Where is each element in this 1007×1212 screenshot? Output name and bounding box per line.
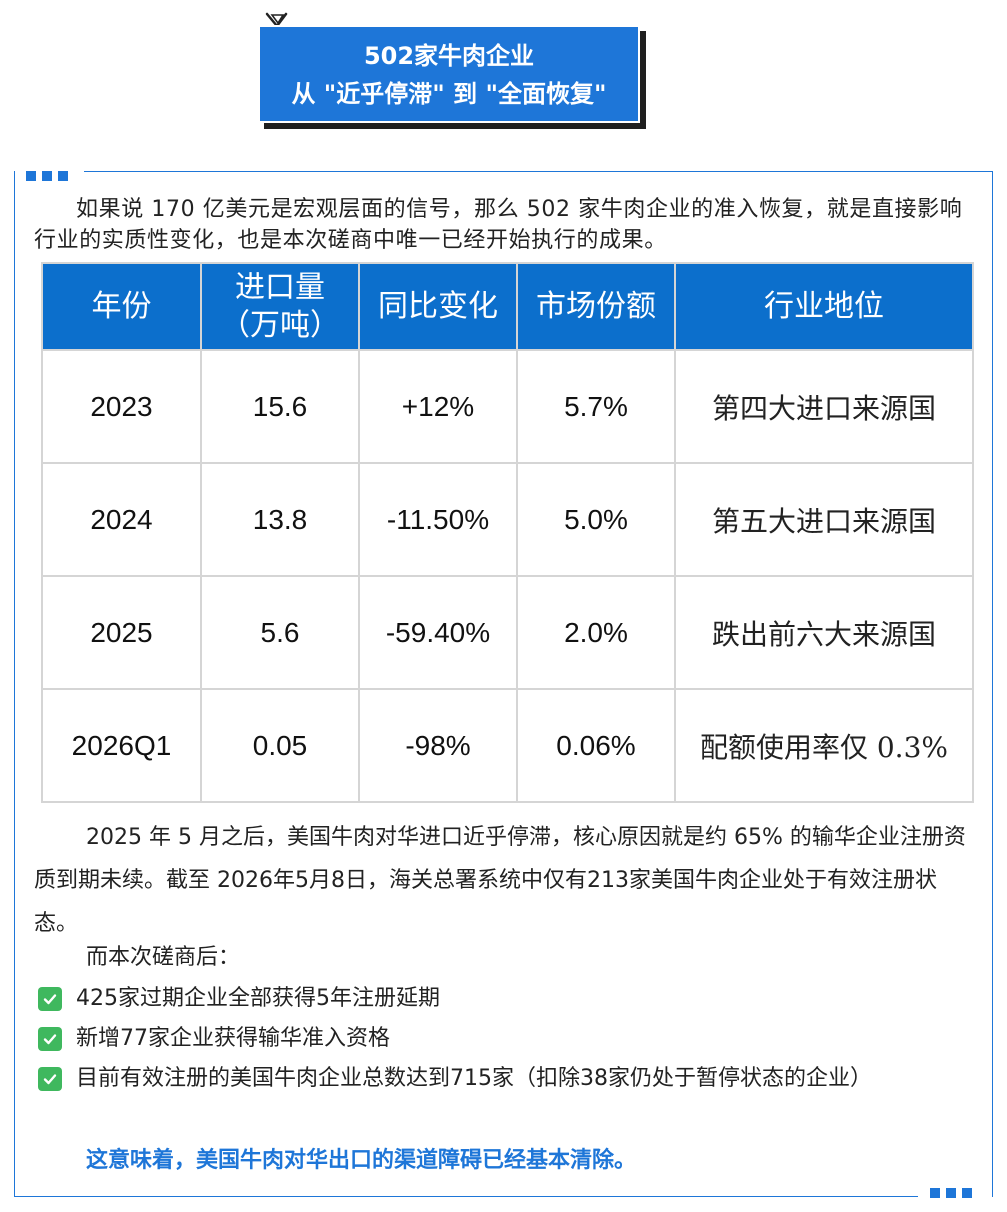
- cell-position: 第四大进口来源国: [674, 349, 974, 464]
- table-header-row: 年份 进口量 （万吨） 同比变化 市场份额 行业地位: [41, 262, 974, 351]
- header-volume-unit: （万吨）: [220, 307, 340, 343]
- cell-volume: 0.05: [200, 688, 360, 803]
- cell-yoy: -59.40%: [358, 575, 518, 690]
- cell-yoy: -98%: [358, 688, 518, 803]
- cell-share: 5.7%: [516, 349, 676, 464]
- frame-left-border: [14, 171, 15, 1197]
- header-volume-label: 进口量: [235, 269, 325, 305]
- header-yoy: 同比变化: [358, 262, 518, 351]
- list-item: 425家过期企业全部获得5年注册延期: [38, 981, 983, 1017]
- list-item: 目前有效注册的美国牛肉企业总数达到715家（扣除38家仍处于暂停状态的企业）: [38, 1061, 983, 1097]
- checklist-text: 新增77家企业获得输华准入资格: [76, 1026, 390, 1051]
- header-year: 年份: [41, 262, 202, 351]
- cell-year: 2025: [41, 575, 202, 690]
- checklist-text: 425家过期企业全部获得5年注册延期: [76, 986, 440, 1011]
- cell-position: 配额使用率仅 0.3%: [674, 688, 974, 803]
- checklist-text: 目前有效注册的美国牛肉企业总数达到715家（扣除38家仍处于暂停状态的企业）: [76, 1066, 872, 1091]
- table-row: 2023 15.6 +12% 5.7% 第四大进口来源国: [41, 349, 974, 464]
- list-item: 新增77家企业获得输华准入资格: [38, 1021, 983, 1057]
- banner-title-line2: 从 "近乎停滞" 到 "全面恢复": [291, 80, 607, 108]
- header-share: 市场份额: [516, 262, 676, 351]
- corner-dots-top-left: [26, 171, 68, 181]
- cell-position: 跌出前六大来源国: [674, 575, 974, 690]
- outcome-checklist: 425家过期企业全部获得5年注册延期 新增77家企业获得输华准入资格 目前有效注…: [38, 981, 983, 1101]
- header-position: 行业地位: [674, 262, 974, 351]
- cell-year: 2023: [41, 349, 202, 464]
- cell-year: 2026Q1: [41, 688, 202, 803]
- checkmark-icon: [38, 1067, 62, 1091]
- checkmark-icon: [38, 1027, 62, 1051]
- registration-paragraph: 2025 年 5 月之后，美国牛肉对华进口近乎停滞，核心原因就是约 65% 的输…: [34, 825, 966, 936]
- cell-share: 5.0%: [516, 462, 676, 577]
- table-row: 2026Q1 0.05 -98% 0.06% 配额使用率仅 0.3%: [41, 688, 974, 803]
- cell-year: 2024: [41, 462, 202, 577]
- conclusion-text: 这意味着，美国牛肉对华出口的渠道障碍已经基本清除。: [86, 1148, 637, 1173]
- title-banner: 502家牛肉企业 从 "近乎停滞" 到 "全面恢复": [258, 25, 640, 123]
- frame-top-border: [84, 171, 993, 172]
- cell-volume: 5.6: [200, 575, 360, 690]
- header-volume: 进口量 （万吨）: [200, 262, 360, 351]
- cell-yoy: +12%: [358, 349, 518, 464]
- cell-share: 0.06%: [516, 688, 676, 803]
- cell-volume: 13.8: [200, 462, 360, 577]
- frame-bottom-border: [14, 1196, 918, 1197]
- frame-right-border: [992, 171, 993, 1197]
- corner-dots-bottom-right: [930, 1188, 972, 1198]
- after-negotiation-label: 而本次磋商后：: [86, 945, 241, 970]
- banner-title-line1: 502家牛肉企业: [363, 42, 535, 70]
- pin-icon: [265, 12, 288, 28]
- table-row: 2025 5.6 -59.40% 2.0% 跌出前六大来源国: [41, 575, 974, 690]
- table-row: 2024 13.8 -11.50% 5.0% 第五大进口来源国: [41, 462, 974, 577]
- beef-import-table: 年份 进口量 （万吨） 同比变化 市场份额 行业地位 2023 15.6 +12…: [41, 262, 974, 803]
- checkmark-icon: [38, 987, 62, 1011]
- cell-yoy: -11.50%: [358, 462, 518, 577]
- cell-share: 2.0%: [516, 575, 676, 690]
- cell-position: 第五大进口来源国: [674, 462, 974, 577]
- cell-volume: 15.6: [200, 349, 360, 464]
- intro-paragraph: 如果说 170 亿美元是宏观层面的信号，那么 502 家牛肉企业的准入恢复，就是…: [34, 197, 963, 253]
